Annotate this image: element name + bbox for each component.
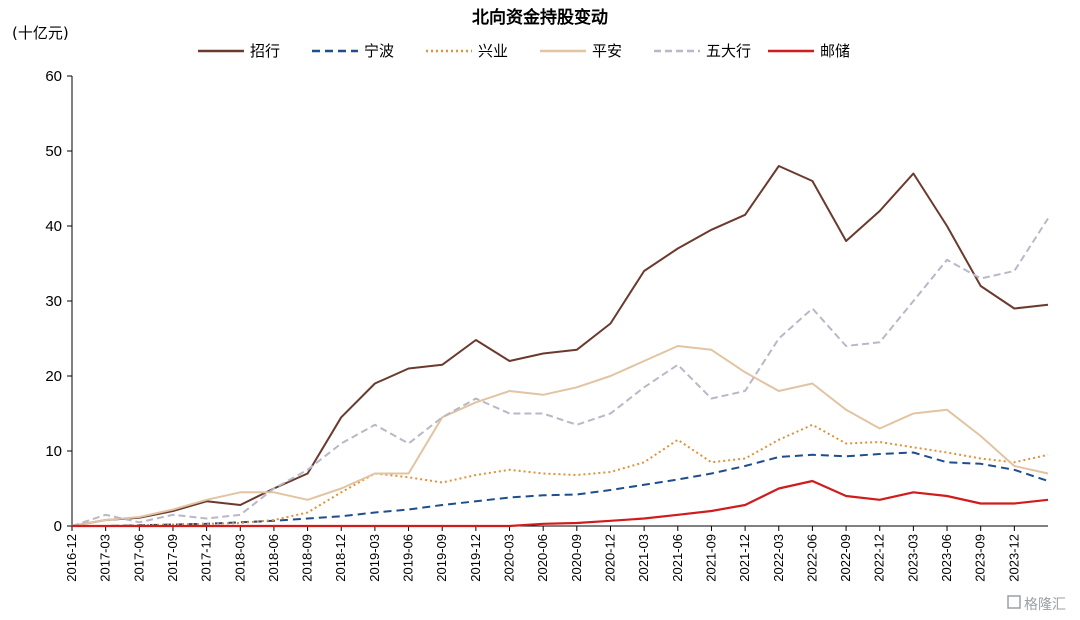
y-tick-label: 30 [45, 293, 62, 310]
x-tick-label: 2020-12 [602, 534, 617, 582]
y-tick-label: 60 [45, 68, 62, 85]
legend-label-5: 邮储 [820, 42, 850, 60]
legend-label-2: 兴业 [478, 42, 508, 60]
x-tick-label: 2022-06 [804, 534, 819, 582]
x-tick-label: 2017-03 [98, 534, 113, 582]
legend-label-4: 五大行 [706, 42, 751, 60]
x-tick-label: 2018-09 [300, 534, 315, 582]
x-tick-label: 2018-12 [333, 534, 348, 582]
chart-title: 北向资金持股变动 [472, 7, 608, 28]
x-tick-label: 2019-09 [434, 534, 449, 582]
x-tick-label: 2022-09 [838, 534, 853, 582]
series-line-1 [72, 451, 1049, 527]
series-line-4 [71, 217, 1049, 527]
x-tick-label: 2019-12 [468, 534, 483, 582]
x-tick-label: 2017-06 [131, 534, 146, 582]
x-tick-label: 2016-12 [64, 534, 79, 582]
y-tick-label: 40 [45, 218, 62, 235]
x-tick-label: 2021-12 [737, 534, 752, 582]
series-line-3 [71, 345, 1049, 527]
x-tick-label: 2017-09 [165, 534, 180, 582]
x-axis: 2016-12 2017-03 2017-06 2017-09 2017-12 2018-… [64, 525, 1048, 582]
y-axis: 0 10 20 30 40 50 60 [45, 68, 73, 535]
legend-label-3: 平安 [592, 42, 622, 60]
x-tick-label: 2018-06 [266, 534, 281, 582]
legend-label-1: 宁波 [364, 42, 394, 60]
y-tick-label: 10 [45, 443, 62, 460]
x-tick-label: 2018-03 [232, 534, 247, 582]
x-tick-label: 2021-09 [703, 534, 718, 582]
legend-label-0: 招行 [250, 42, 280, 60]
series-line-0 [71, 165, 1049, 527]
x-tick-label: 2023-03 [905, 534, 920, 582]
x-tick-label: 2022-12 [872, 534, 887, 582]
x-tick-label: 2019-03 [367, 534, 382, 582]
x-tick-label: 2020-06 [535, 534, 550, 582]
x-tick-label: 2021-03 [636, 534, 651, 582]
series-line-2 [72, 423, 1049, 527]
x-tick-label: 2021-06 [670, 534, 685, 582]
x-tick-label: 2017-12 [199, 534, 214, 582]
y-tick-label: 20 [45, 368, 62, 385]
x-tick-label: 2023-06 [939, 534, 954, 582]
x-tick-label: 2023-12 [1006, 534, 1021, 582]
y-tick-label: 50 [45, 143, 62, 160]
y-tick-label: 0 [54, 518, 62, 535]
x-tick-label: 2023-09 [973, 534, 988, 582]
y-axis-unit: (十亿元) [12, 24, 69, 42]
watermark-text: 格隆汇 [1024, 597, 1066, 613]
x-tick-label: 2019-06 [401, 534, 416, 582]
watermark-logo-icon [1007, 595, 1021, 609]
legend: 招行 宁波 兴业 平安 五大行 邮储 [198, 42, 850, 60]
x-tick-label: 2020-03 [502, 534, 517, 582]
x-tick-label: 2020-09 [569, 534, 584, 582]
series-line-5 [72, 479, 1049, 528]
plot-area [71, 165, 1049, 528]
x-tick-label: 2022-03 [771, 534, 786, 582]
watermark: 格隆汇 [1007, 595, 1066, 613]
